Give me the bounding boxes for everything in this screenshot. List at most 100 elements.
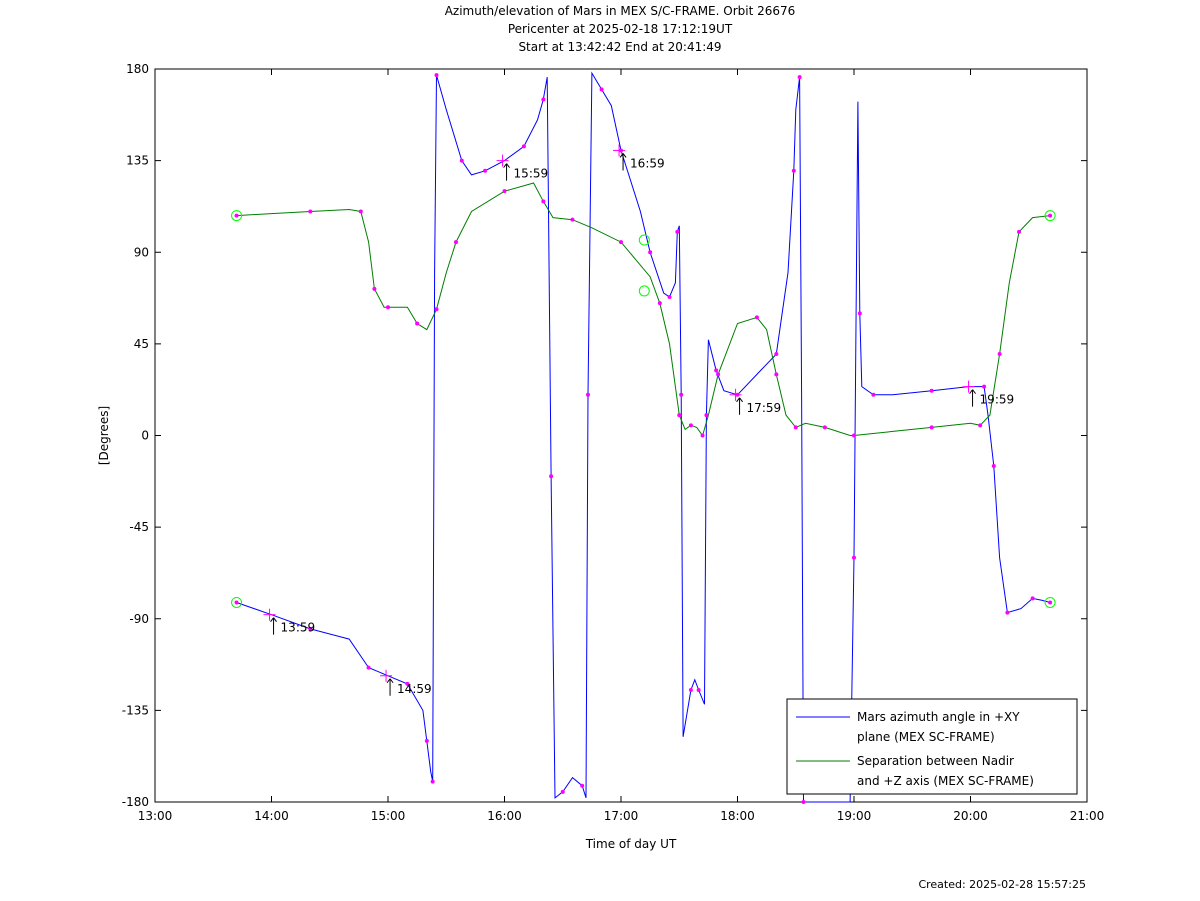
x-tick-label: 19:00	[837, 809, 872, 823]
y-tick-label: -45	[129, 520, 149, 534]
annotation-pointer	[270, 617, 274, 622]
legend-label: plane (MEX SC-FRAME)	[857, 730, 995, 744]
data-point	[797, 75, 802, 80]
data-point	[541, 199, 546, 204]
data-point	[502, 189, 507, 194]
data-point	[822, 425, 827, 430]
endpoint-marker	[1044, 596, 1056, 608]
data-point	[424, 738, 429, 743]
annotation-pointer	[622, 153, 627, 158]
annotation-pointer	[619, 153, 624, 158]
data-point	[857, 311, 862, 316]
title-line-1: Azimuth/elevation of Mars in MEX S/C-FRA…	[444, 4, 796, 18]
data-point	[774, 372, 779, 377]
data-point	[978, 423, 983, 428]
annotation-pointer	[739, 397, 743, 403]
y-tick-label: 0	[141, 429, 149, 443]
data-point	[929, 425, 934, 430]
data-point	[541, 97, 546, 102]
x-tick-label: 18:00	[720, 809, 755, 823]
annotation-label: 15:59	[514, 167, 549, 181]
data-point	[560, 789, 565, 794]
annotation-pointer	[503, 163, 507, 168]
data-point	[430, 779, 435, 784]
legend: Mars azimuth angle in +XY plane (MEX SC-F…	[786, 698, 1078, 795]
data-point	[696, 688, 701, 693]
y-tick-label: -180	[122, 795, 149, 809]
annotation-pointer	[736, 397, 740, 403]
y-tick-label: 45	[134, 337, 149, 351]
data-point	[997, 352, 1002, 357]
y-tick-label: 180	[126, 62, 149, 76]
data-point	[434, 307, 439, 312]
data-point	[688, 423, 693, 428]
data-point	[453, 240, 458, 245]
x-tick-label: 15:00	[371, 809, 406, 823]
marker-layer	[231, 73, 1056, 804]
data-point	[714, 368, 719, 373]
endpoint-marker	[1044, 210, 1056, 222]
endpoint-marker	[638, 234, 650, 246]
endpoint-marker	[638, 285, 650, 297]
endpoint-marker	[231, 210, 243, 222]
annotation-pointer	[506, 163, 510, 168]
annotation-pointer	[972, 389, 976, 394]
x-axis-label: Time of day UT	[585, 837, 677, 851]
x-tick-label: 17:00	[604, 809, 639, 823]
data-point	[358, 209, 363, 214]
axes: 13:00 14:00 15:00 16:00 17:00 18:00 19:00 20:00…	[122, 62, 1105, 823]
data-point	[234, 600, 239, 605]
data-point	[434, 73, 439, 78]
data-point	[991, 464, 996, 469]
annotation-pointer	[273, 617, 277, 622]
data-point	[372, 286, 377, 291]
data-point	[308, 626, 313, 631]
data-point	[688, 688, 693, 693]
data-point	[599, 87, 604, 92]
data-point	[648, 250, 653, 255]
data-point	[774, 352, 779, 357]
data-point	[1048, 600, 1053, 605]
data-point	[1030, 596, 1035, 601]
data-point	[852, 555, 856, 560]
annotation-label: 14:59	[397, 682, 432, 696]
data-point	[549, 474, 554, 479]
x-tick-label: 21:00	[1070, 809, 1105, 823]
data-point	[386, 305, 390, 310]
created-timestamp: Created: 2025-02-28 15:57:25	[918, 878, 1086, 891]
data-point	[675, 229, 680, 234]
azimuth-line	[236, 71, 1051, 803]
data-point	[585, 392, 590, 397]
data-point	[793, 425, 798, 430]
data-point	[521, 144, 526, 149]
data-point	[483, 168, 488, 173]
data-point	[415, 321, 420, 326]
data-point	[1048, 213, 1053, 218]
data-point	[700, 433, 705, 438]
annotation-label: 17:59	[747, 401, 782, 415]
data-point	[801, 800, 806, 804]
data-point	[852, 433, 856, 438]
x-tick-label: 13:00	[138, 809, 173, 823]
legend-label: Separation between Nadir	[857, 754, 1014, 768]
x-tick-label: 14:00	[254, 809, 289, 823]
data-point	[679, 392, 684, 397]
separation-line	[236, 182, 1051, 437]
title-line-2: Pericenter at 2025-02-18 17:12:19UT	[507, 22, 733, 36]
legend-label: Mars azimuth angle in +XY	[857, 710, 1020, 724]
y-axis-label: [Degrees]	[97, 406, 111, 465]
endpoint-marker	[231, 596, 243, 608]
data-point	[657, 301, 662, 306]
annotation-pointer	[386, 678, 391, 684]
legend-box	[786, 698, 1078, 795]
data-point	[366, 665, 371, 670]
annotation-pointer	[389, 678, 394, 684]
data-point	[619, 240, 623, 245]
y-tick-label: -135	[122, 703, 149, 717]
data-point	[1005, 610, 1010, 615]
data-point	[405, 681, 410, 686]
data-point	[677, 413, 682, 418]
x-tick-label: 16:00	[487, 809, 522, 823]
data-point	[234, 213, 239, 218]
